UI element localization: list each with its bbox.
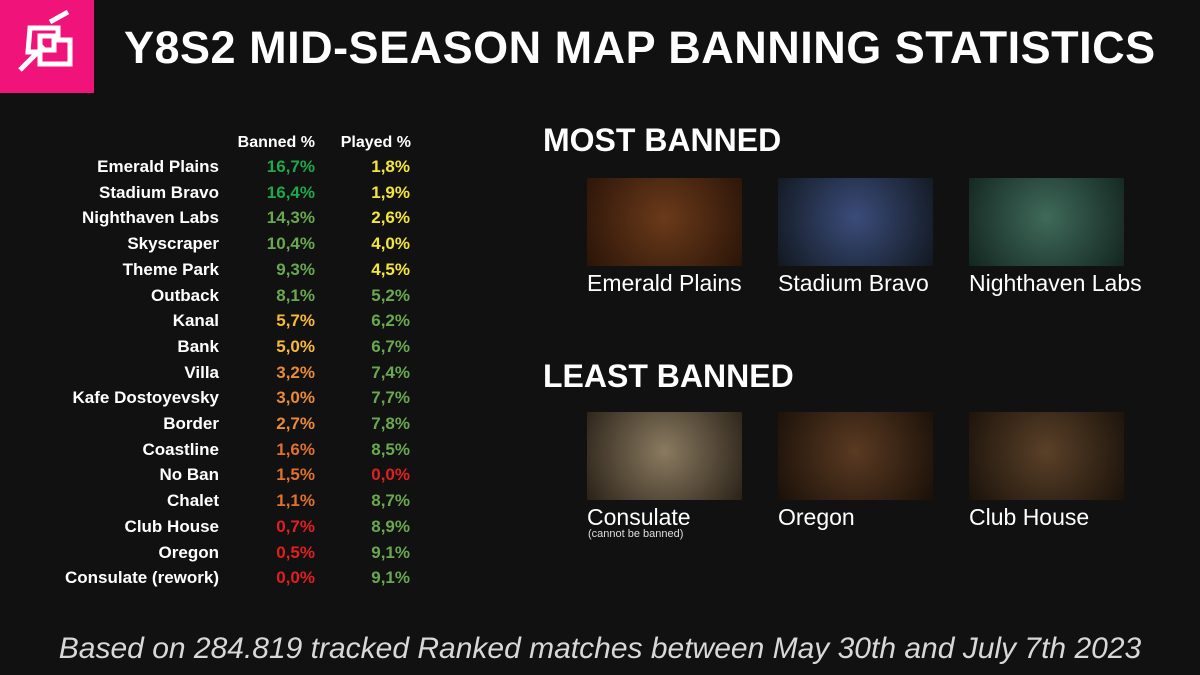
played-pct: 6,7% xyxy=(371,336,410,356)
banned-pct: 16,4% xyxy=(266,182,315,202)
played-pct: 8,9% xyxy=(371,516,410,536)
map-name: Oregon xyxy=(158,542,219,562)
banned-pct: 10,4% xyxy=(266,234,315,254)
map-label: Consulate xyxy=(587,504,691,530)
column-header: Played % xyxy=(340,134,411,151)
map-note: (cannot be banned) xyxy=(588,528,684,540)
title: Y8S2 MID-SEASON MAP BANNING STATISTICS xyxy=(124,22,1156,73)
played-pct: 9,1% xyxy=(371,568,410,588)
map-name: Club House xyxy=(124,516,219,536)
map-name: Bank xyxy=(177,336,219,356)
played-pct: 2,6% xyxy=(371,208,410,228)
map-image xyxy=(778,178,933,266)
map-name: Chalet xyxy=(167,491,219,511)
footer: Based on 284.819 tracked Ranked matches … xyxy=(58,632,1142,665)
banned-pct: 8,1% xyxy=(276,285,315,305)
banned-pct: 16,7% xyxy=(266,157,315,176)
map-name: Stadium Bravo xyxy=(99,182,219,202)
banned-pct: 0,0% xyxy=(276,568,315,588)
map-name: Theme Park xyxy=(122,259,219,279)
map-name: Emerald Plains xyxy=(97,157,219,176)
map-name: Coastline xyxy=(142,439,219,459)
map-name: Consulate (rework) xyxy=(65,568,219,588)
played-pct: 0,0% xyxy=(371,465,410,485)
map-image xyxy=(587,178,742,266)
map-name: Border xyxy=(163,414,219,433)
played-pct: 8,7% xyxy=(371,491,410,511)
banned-pct: 3,0% xyxy=(276,388,315,408)
banned-pct: 3,2% xyxy=(276,362,315,382)
section-title: MOST BANNED xyxy=(543,122,782,158)
map-label: Stadium Bravo xyxy=(778,270,929,296)
logo-icon xyxy=(18,9,73,72)
played-pct: 4,0% xyxy=(371,234,410,254)
played-pct: 7,7% xyxy=(371,388,410,408)
banned-pct: 5,0% xyxy=(276,336,315,356)
map-name: Villa xyxy=(184,362,219,382)
map-label: Oregon xyxy=(778,504,855,530)
banned-pct: 9,3% xyxy=(276,259,315,279)
played-pct: 9,1% xyxy=(371,542,410,562)
banned-pct: 2,7% xyxy=(276,414,315,433)
map-name: Outback xyxy=(150,285,219,305)
played-pct: 7,4% xyxy=(371,362,410,382)
map-name: Skyscraper xyxy=(127,234,219,254)
map-name: Kafe Dostoyevsky xyxy=(72,388,219,408)
played-pct: 5,2% xyxy=(371,285,410,305)
map-name: Kanal xyxy=(172,311,219,331)
map-image xyxy=(587,412,742,500)
banned-pct: 1,6% xyxy=(276,439,315,459)
banned-pct: 14,3% xyxy=(266,208,315,228)
logo xyxy=(0,0,94,93)
map-name: No Ban xyxy=(159,465,220,485)
map-label: Emerald Plains xyxy=(587,270,742,296)
banned-pct: 0,7% xyxy=(276,516,315,536)
banned-pct: 1,1% xyxy=(276,491,315,511)
map-label: Nighthaven Labs xyxy=(969,270,1142,296)
section-title: LEAST BANNED xyxy=(543,358,794,394)
played-pct: 8,5% xyxy=(371,439,410,459)
map-label: Club House xyxy=(969,504,1090,530)
map-name: Nighthaven Labs xyxy=(82,208,219,228)
played-pct: 1,8% xyxy=(371,157,410,176)
map-image xyxy=(969,178,1124,266)
banned-pct: 0,5% xyxy=(276,542,315,562)
banned-pct: 1,5% xyxy=(276,465,315,485)
banned-pct: 5,7% xyxy=(276,311,315,331)
map-image xyxy=(969,412,1124,500)
played-pct: 7,8% xyxy=(371,414,410,433)
played-pct: 6,2% xyxy=(371,311,410,331)
column-header: Banned % xyxy=(237,134,315,151)
played-pct: 1,9% xyxy=(371,182,410,202)
played-pct: 4,5% xyxy=(371,259,410,279)
map-image xyxy=(778,412,933,500)
